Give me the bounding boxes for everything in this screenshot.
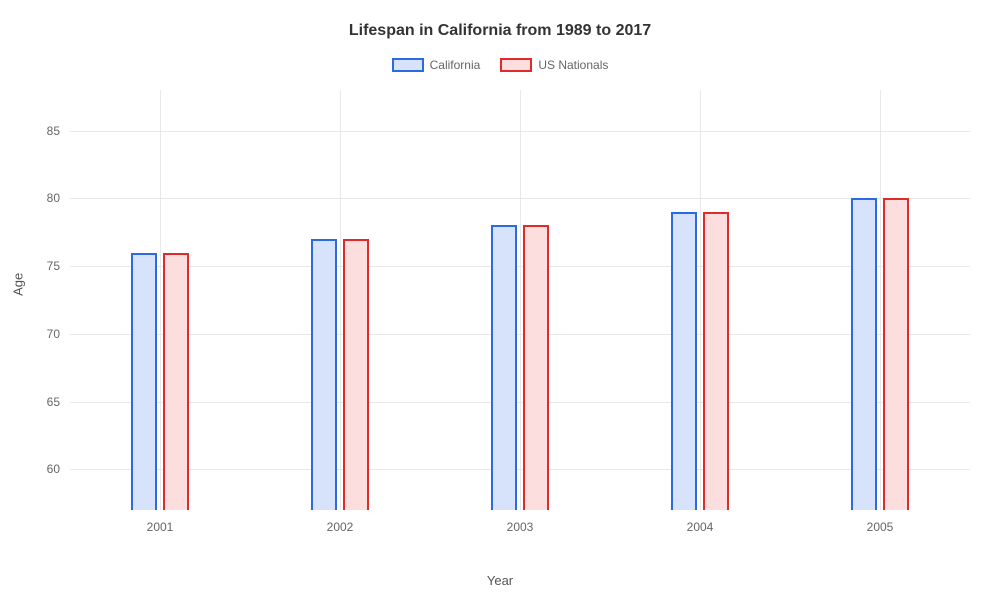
x-tick-label: 2002	[327, 520, 354, 534]
y-tick-label: 75	[47, 259, 60, 273]
grid-line-vertical	[880, 90, 881, 510]
bar	[343, 239, 369, 510]
bar	[163, 253, 189, 510]
plot-area: 60657075808520012002200320042005	[70, 90, 970, 510]
bar	[851, 198, 877, 510]
grid-line-vertical	[340, 90, 341, 510]
legend-label-california: California	[430, 58, 481, 72]
legend: California US Nationals	[0, 58, 1000, 72]
y-tick-label: 65	[47, 395, 60, 409]
legend-item-us-nationals: US Nationals	[500, 58, 608, 72]
bar	[671, 212, 697, 510]
grid-line-vertical	[520, 90, 521, 510]
x-tick-label: 2004	[687, 520, 714, 534]
y-axis-label: Age	[11, 273, 26, 296]
x-tick-label: 2001	[147, 520, 174, 534]
legend-swatch-california	[392, 58, 424, 72]
bar	[703, 212, 729, 510]
x-tick-label: 2005	[867, 520, 894, 534]
chart-container: Lifespan in California from 1989 to 2017…	[0, 0, 1000, 600]
y-tick-label: 80	[47, 191, 60, 205]
x-axis-label: Year	[487, 573, 513, 588]
legend-item-california: California	[392, 58, 481, 72]
y-tick-label: 70	[47, 327, 60, 341]
grid-line-vertical	[160, 90, 161, 510]
legend-label-us-nationals: US Nationals	[538, 58, 608, 72]
grid-line-vertical	[700, 90, 701, 510]
bar	[131, 253, 157, 510]
legend-swatch-us-nationals	[500, 58, 532, 72]
x-tick-label: 2003	[507, 520, 534, 534]
bar	[491, 225, 517, 510]
bar	[311, 239, 337, 510]
y-tick-label: 60	[47, 462, 60, 476]
chart-title: Lifespan in California from 1989 to 2017	[0, 0, 1000, 40]
bar	[523, 225, 549, 510]
y-tick-label: 85	[47, 124, 60, 138]
bar	[883, 198, 909, 510]
